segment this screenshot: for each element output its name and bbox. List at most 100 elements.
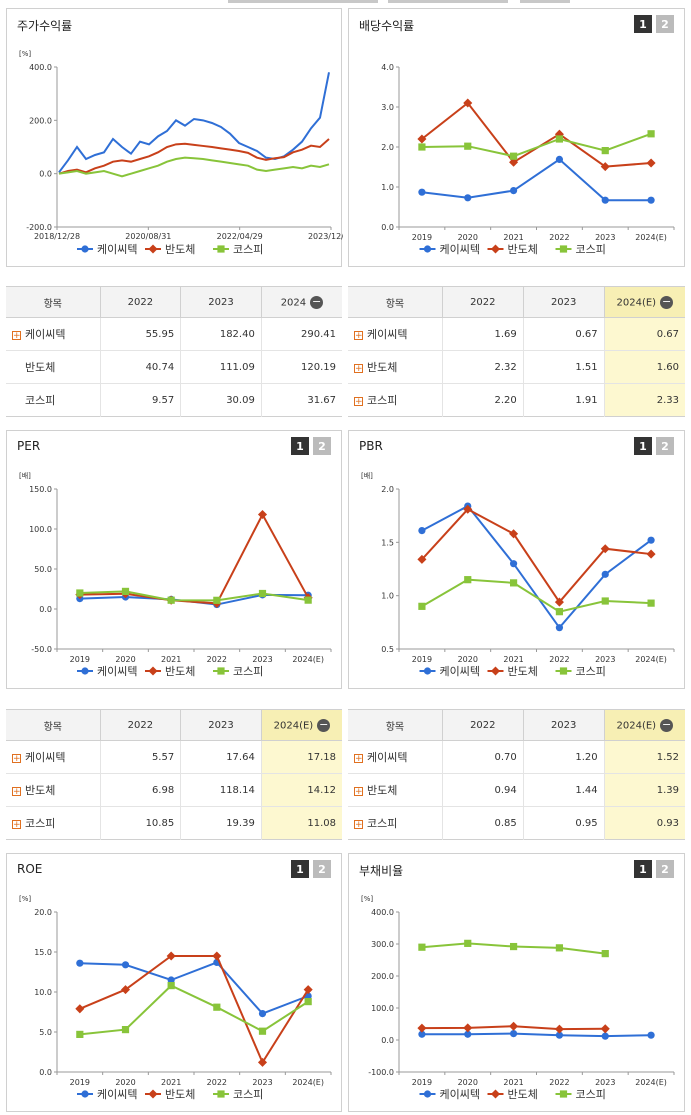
data-point (76, 589, 84, 597)
axis-unit: [배] (19, 471, 31, 480)
row-label: 반도체 (367, 361, 398, 374)
expand-icon[interactable]: + (354, 396, 363, 407)
y-tick-label: 400.0 (29, 63, 52, 72)
table-row: + 코스피 10.85 19.39 11.08 (6, 806, 342, 840)
row-label-cell: + 코스피 (348, 806, 443, 840)
data-point (646, 549, 656, 559)
data-point (464, 576, 472, 584)
data-point (647, 130, 655, 138)
expand-icon[interactable]: + (12, 819, 21, 830)
x-tick-label: 2021 (161, 655, 181, 664)
data-point (213, 1003, 221, 1011)
data-point (121, 961, 130, 969)
data-point (464, 1030, 472, 1038)
legend-label: 코스피 (576, 243, 606, 256)
y-tick-label: 4.0 (381, 63, 394, 72)
legend-label: 케이씨텍 (440, 243, 480, 256)
panel-title: PER (17, 439, 41, 453)
legend-label: 반도체 (508, 1088, 538, 1101)
series-line (79, 961, 309, 1015)
page-2-button[interactable]: 2 (656, 860, 674, 878)
collapse-icon[interactable]: − (660, 717, 674, 732)
value-cell: 9.57 (99, 383, 181, 417)
y-tick-label: 50.0 (34, 565, 52, 574)
expand-icon[interactable]: + (354, 363, 363, 374)
x-tick-label: 2021 (503, 655, 523, 664)
value-cell: 1.69 (441, 317, 524, 351)
value-cell: 31.67 (260, 383, 342, 417)
value-cell: 30.09 (180, 383, 262, 417)
collapse-icon[interactable]: − (317, 717, 331, 732)
legend-label: 케이씨텍 (97, 243, 137, 256)
collapse-icon[interactable]: − (310, 294, 324, 309)
table-header-cell: 2023 (180, 709, 262, 741)
x-tick-label: 2022 (549, 1078, 569, 1087)
table-header-cell: 2023 (180, 286, 262, 318)
header-label: 항목 (385, 721, 405, 733)
data-point (303, 985, 313, 995)
data-point (555, 624, 564, 632)
expand-icon[interactable]: + (354, 786, 363, 797)
page-1-button[interactable]: 1 (634, 437, 652, 455)
row-label: 반도체 (25, 361, 56, 374)
data-point (304, 596, 312, 604)
value-cell: 0.85 (441, 806, 524, 840)
x-tick-label: 2023 (252, 655, 272, 664)
page-2-button[interactable]: 2 (656, 437, 674, 455)
expand-icon[interactable]: + (12, 786, 21, 797)
dividend-chart: 4.0 3.0 2.0 1.0 0.0 2019 2020 2021 2022 2023 2024(… (381, 63, 675, 256)
table-row: 반도체 40.74 111.09 120.19 (6, 350, 342, 384)
data-point (418, 188, 426, 196)
data-point (167, 976, 175, 984)
row-label: 케이씨텍 (25, 328, 66, 341)
table-header-cell: 2024(E) − (603, 709, 685, 741)
expand-icon[interactable]: + (12, 753, 21, 764)
value-cell: 1.60 (603, 350, 685, 384)
expand-icon[interactable]: + (12, 330, 21, 341)
data-point (509, 1021, 519, 1031)
expand-icon[interactable]: + (354, 330, 363, 341)
table-header-cell: 2024(E) − (603, 286, 685, 318)
data-point (559, 245, 568, 253)
header-label: 항목 (385, 298, 405, 310)
panel-title: 주가수익률 (17, 19, 73, 33)
table-row: + 케이씨텍 5.57 17.64 17.18 (6, 740, 342, 774)
table-row: + 케이씨텍 0.70 1.20 1.52 (348, 740, 685, 774)
legend-label: 코스피 (233, 1088, 263, 1101)
value-cell: 1.51 (522, 350, 605, 384)
expand-icon[interactable]: + (354, 819, 363, 830)
data-point (464, 194, 472, 202)
value-cell: 0.67 (522, 317, 605, 351)
table-row: + 반도체 0.94 1.44 1.39 (348, 773, 685, 807)
value-cell: 19.39 (180, 806, 262, 840)
page-1-button[interactable]: 1 (291, 860, 309, 878)
page-2-button[interactable]: 2 (656, 15, 674, 33)
header-label: 2023 (208, 719, 234, 731)
table-header-cell: 항목 (6, 709, 101, 741)
debt-chart: [%] 400.0 300.0 200.0 100.0 0.0 -100.0 2019 2020… (361, 895, 675, 1101)
y-tick-label: 1.5 (381, 538, 394, 547)
page-1-button[interactable]: 1 (634, 15, 652, 33)
page-2-button[interactable]: 2 (313, 437, 331, 455)
x-tick-label: 2019 (412, 1078, 432, 1087)
value-cell: 111.09 (180, 350, 262, 384)
top-strip (228, 0, 378, 3)
collapse-icon[interactable]: − (660, 294, 674, 309)
legend-label: 반도체 (165, 665, 195, 678)
legend-label: 반도체 (165, 1088, 195, 1101)
legend-label: 코스피 (233, 665, 263, 678)
header-label: 항목 (43, 721, 62, 733)
expand-icon[interactable]: + (354, 753, 363, 764)
data-point (213, 596, 221, 604)
table-header-cell: 2023 (522, 286, 605, 318)
page-1-button[interactable]: 1 (291, 437, 309, 455)
data-point (418, 527, 426, 535)
data-point (463, 1023, 473, 1033)
page-1-button[interactable]: 1 (634, 860, 652, 878)
y-tick-label: 15.0 (34, 948, 52, 957)
value-cell: 290.41 (260, 317, 342, 351)
legend-label: 반도체 (165, 243, 195, 256)
page-2-button[interactable]: 2 (313, 860, 331, 878)
